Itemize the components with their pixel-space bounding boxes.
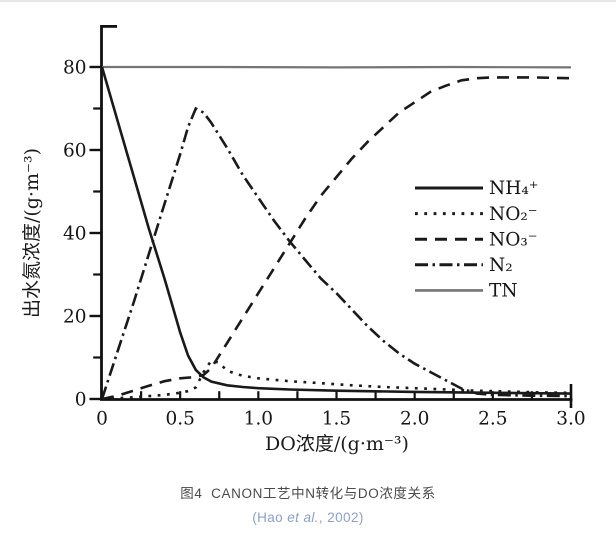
x-tick-label: 2.0	[400, 409, 429, 430]
series-nh4-path	[100, 66, 572, 395]
x-tick-label: 1.0	[244, 409, 273, 430]
y-tick-label: 20	[63, 307, 87, 328]
x-tick-label: 0	[96, 409, 108, 430]
legend-label-nh4: NH₄⁺	[489, 178, 539, 199]
y-tick-label: 80	[63, 58, 87, 79]
series-n2-path	[100, 106, 572, 400]
x-tick-label: 2.5	[478, 409, 507, 430]
series-no3-path	[101, 76, 572, 401]
x-axis-title: DO浓度/(g·m⁻³)	[265, 433, 409, 455]
legend-label-no2: NO₂⁻	[489, 204, 538, 225]
citation-etal: et al.	[287, 510, 319, 525]
y-tick-label: 60	[63, 141, 87, 162]
x-tick-label: 0.5	[165, 409, 194, 430]
y-axis-title: 出水氮浓度/(g·m⁻³)	[21, 147, 43, 319]
citation-link[interactable]: (Hao et al., 2002)	[0, 510, 616, 525]
y-tick-label: 0	[75, 390, 87, 411]
x-tick-label: 3.0	[556, 409, 585, 430]
legend-label-no3: NO₃⁻	[489, 229, 538, 250]
legend-label-tn: TN	[489, 281, 518, 302]
x-tick-label: 1.5	[322, 409, 351, 430]
citation-pre: (Hao	[252, 510, 288, 525]
figure-caption: 图4 CANON工艺中N转化与DO浓度关系	[180, 486, 436, 501]
citation-post: , 2002)	[318, 510, 364, 525]
y-tick-label: 40	[63, 224, 87, 245]
legend-label-n2: N₂	[489, 255, 513, 276]
